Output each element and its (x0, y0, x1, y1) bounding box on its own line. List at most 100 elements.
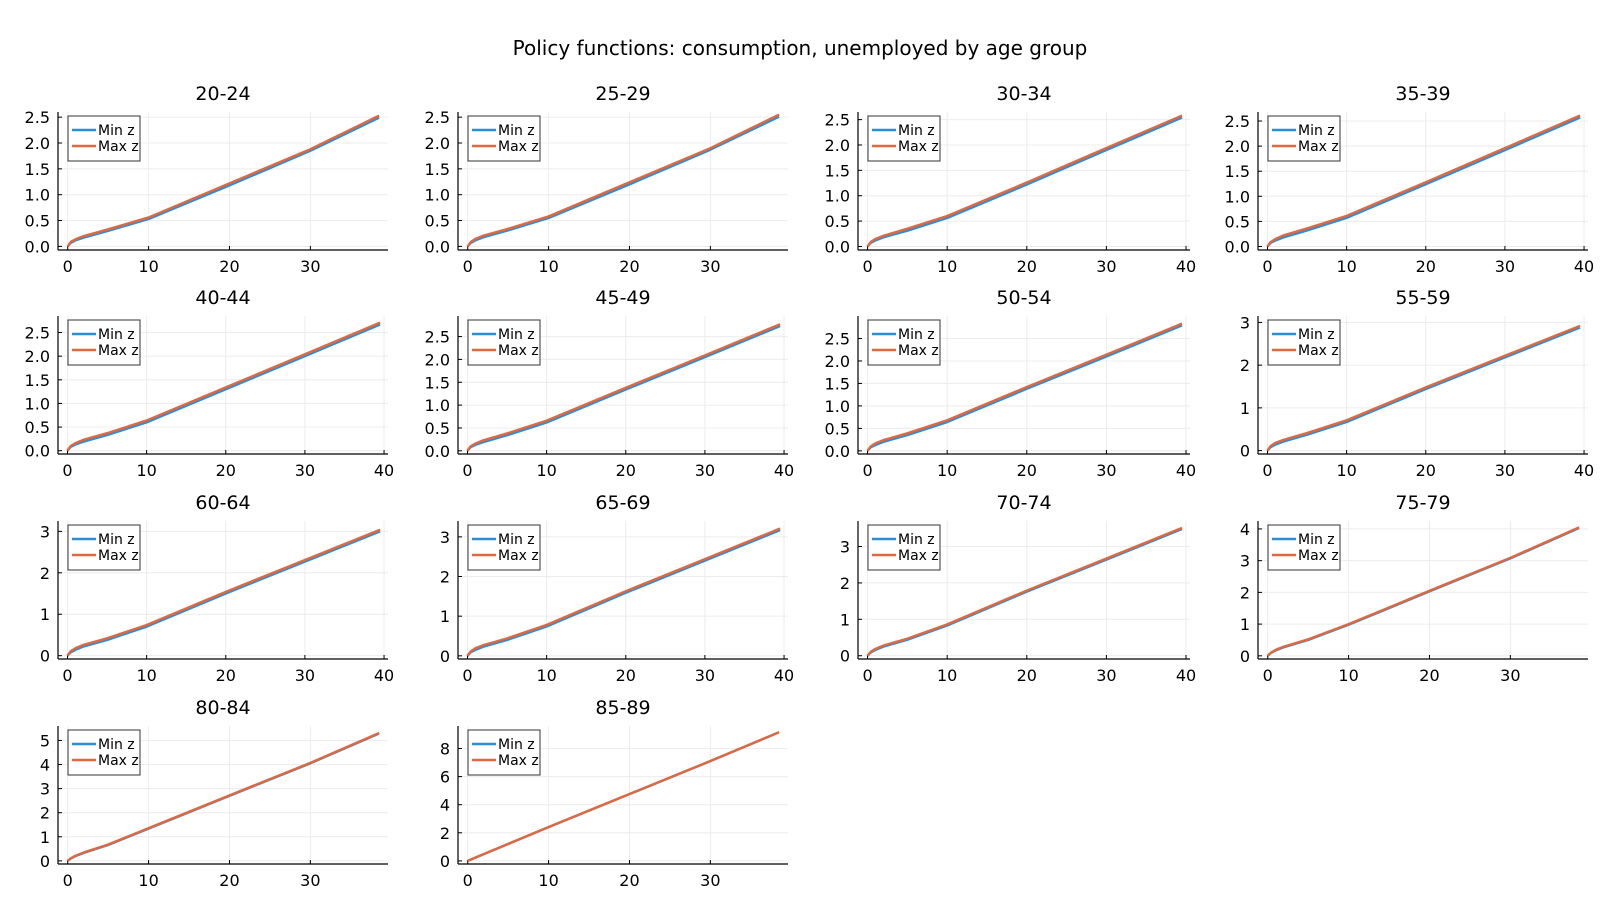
y-tick-label: 1 (840, 610, 850, 629)
subplot-title: 30-34 (996, 83, 1051, 105)
legend-box (67, 319, 141, 366)
y-tick-label: 1.5 (825, 374, 850, 393)
subplot-title: 45-49 (595, 287, 650, 309)
y-tick-label: 4 (40, 756, 50, 775)
series-line-max-z (1266, 324, 1581, 452)
x-tick-label: 30 (1495, 257, 1515, 276)
legend-label: Min z (898, 327, 935, 343)
y-tick-label: 1.0 (425, 396, 450, 415)
legend-box (467, 524, 541, 571)
legend-label: Max z (98, 139, 139, 155)
y-tick-label: 0.5 (25, 418, 50, 437)
y-tick-label: 1.0 (825, 187, 850, 206)
y-tick-label: 1.0 (825, 397, 850, 416)
y-tick-label: 0.5 (825, 419, 850, 438)
y-tick-label: 2.5 (25, 108, 50, 127)
legend-box (67, 115, 141, 162)
x-tick-label: 0 (63, 871, 73, 890)
x-tick-label: 20 (219, 257, 239, 276)
x-tick-label: 30 (1096, 257, 1116, 276)
legend-label: Max z (498, 139, 539, 155)
y-tick-label: 1.5 (425, 373, 450, 392)
y-tick-label: 2.0 (825, 136, 850, 155)
x-tick-label: 20 (1416, 257, 1436, 276)
y-tick-label: 2 (840, 574, 850, 593)
y-tick-label: 2 (1240, 356, 1250, 375)
figure-title: Policy functions: consumption, unemploye… (512, 36, 1088, 60)
y-tick-label: 2.5 (25, 324, 50, 343)
series-line-max-z (466, 527, 781, 657)
series-line-max-z (866, 526, 1183, 657)
series-line-max-z (467, 731, 780, 863)
x-tick-label: 10 (937, 461, 957, 480)
y-tick-label: 3 (440, 528, 450, 547)
y-tick-label: 1.0 (425, 186, 450, 205)
legend-label: Max z (98, 753, 139, 769)
y-tick-label: 0.5 (25, 212, 50, 231)
legend-label: Max z (898, 548, 939, 564)
legend-box (67, 729, 141, 776)
y-tick-label: 4 (1240, 520, 1250, 539)
x-tick-label: 0 (1262, 461, 1272, 480)
y-tick-label: 2 (440, 568, 450, 587)
y-tick-label: 1.5 (825, 161, 850, 180)
series-line-max-z (866, 114, 1183, 248)
y-tick-label: 3 (840, 537, 850, 556)
x-tick-label: 0 (62, 461, 72, 480)
x-tick-label: 30 (300, 257, 320, 276)
subplot-title: 25-29 (595, 83, 650, 105)
x-tick-label: 0 (1262, 257, 1272, 276)
legend-label: Max z (98, 548, 139, 564)
y-tick-label: 0.0 (1225, 237, 1250, 256)
subplot-title: 70-74 (996, 492, 1051, 514)
legend-box (467, 115, 541, 162)
legend-label: Max z (1298, 343, 1339, 359)
series-line-max-z (466, 113, 780, 248)
legend-label: Min z (98, 737, 135, 753)
legend-box (867, 524, 941, 571)
series-line-max-z (466, 323, 781, 452)
x-tick-label: 0 (462, 461, 472, 480)
y-tick-label: 1 (1240, 615, 1250, 634)
x-tick-label: 10 (937, 666, 957, 685)
x-tick-label: 0 (463, 871, 473, 890)
x-tick-label: 30 (695, 666, 715, 685)
x-tick-label: 20 (1017, 257, 1037, 276)
x-tick-label: 40 (1574, 257, 1594, 276)
x-tick-label: 30 (1096, 666, 1116, 685)
y-tick-label: 0 (40, 647, 50, 666)
x-tick-label: 10 (1336, 461, 1356, 480)
subplot-title: 60-64 (195, 492, 250, 514)
x-tick-label: 10 (1336, 257, 1356, 276)
y-tick-label: 0.0 (425, 442, 450, 461)
x-tick-label: 40 (1574, 461, 1594, 480)
y-tick-label: 5 (40, 731, 50, 750)
x-tick-label: 20 (1017, 461, 1037, 480)
y-tick-label: 0.5 (825, 212, 850, 231)
y-tick-label: 1 (40, 828, 50, 847)
y-tick-label: 1.0 (1225, 187, 1250, 206)
legend-label: Max z (1298, 548, 1339, 564)
legend-box (1267, 319, 1341, 366)
subplot-title: 35-39 (1395, 83, 1450, 105)
y-tick-label: 0 (440, 647, 450, 666)
subplot-30-34: 0 10 20 30 40 0.0 0.5 1.0 1.5 2.0 2.5 30-34 Min zMax… (825, 83, 1197, 276)
y-tick-label: 6 (440, 768, 450, 787)
subplot-title: 50-54 (996, 287, 1051, 309)
x-tick-label: 40 (374, 666, 394, 685)
subplot-title: 85-89 (595, 697, 650, 719)
x-tick-label: 20 (616, 666, 636, 685)
y-tick-label: 3 (40, 522, 50, 541)
y-tick-label: 0.5 (425, 212, 450, 231)
y-tick-label: 0 (840, 647, 850, 666)
x-tick-label: 10 (136, 666, 156, 685)
legend-label: Min z (898, 532, 935, 548)
